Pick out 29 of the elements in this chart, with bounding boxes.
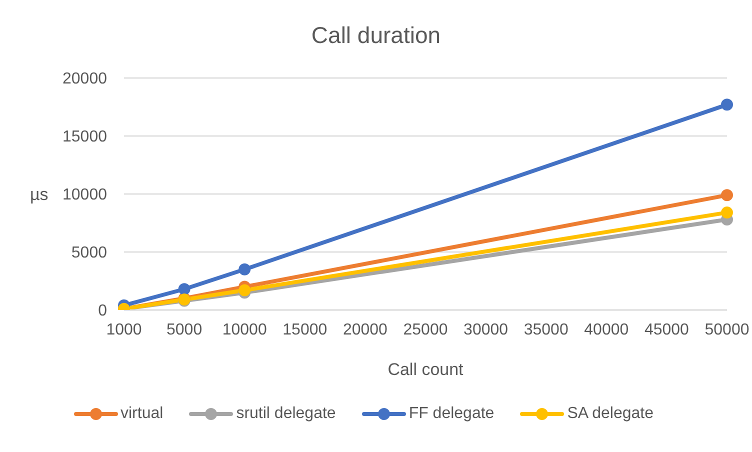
x-tick-label: 1000 — [106, 321, 142, 338]
x-tick-label: 50000 — [704, 321, 750, 338]
y-tick-label: 5000 — [71, 244, 108, 262]
x-tick-label: 20000 — [342, 321, 388, 338]
point — [721, 98, 733, 111]
legend-label: FF delegate — [408, 405, 494, 423]
x-tick-label: 5000 — [166, 321, 202, 338]
legend-label: SA delegate — [567, 405, 654, 423]
point — [721, 206, 733, 219]
point — [238, 263, 251, 276]
x-tick-label: 40000 — [584, 321, 629, 338]
x-axis-title: Call count — [388, 360, 464, 379]
point — [238, 284, 251, 296]
x-tick-label: 25000 — [403, 321, 448, 338]
x-tick-label: 35000 — [524, 321, 568, 338]
x-tick-label: 10000 — [222, 321, 267, 338]
point — [721, 189, 733, 202]
y-tick-label: 15000 — [62, 128, 108, 146]
y-tick-label: 20000 — [62, 70, 108, 88]
chart-title: Call duration — [310, 21, 442, 50]
x-tick-label: 30000 — [464, 321, 508, 338]
x-tick-label: 45000 — [644, 321, 690, 338]
x-tick-label: 15000 — [282, 321, 328, 338]
legend-label: virtual — [120, 405, 164, 423]
y-tick-label: 10000 — [62, 186, 108, 204]
y-tick-label: 0 — [98, 302, 108, 320]
legend-label: srutil delegate — [236, 405, 336, 423]
point — [178, 283, 190, 296]
y-axis-title: µs — [30, 185, 48, 204]
